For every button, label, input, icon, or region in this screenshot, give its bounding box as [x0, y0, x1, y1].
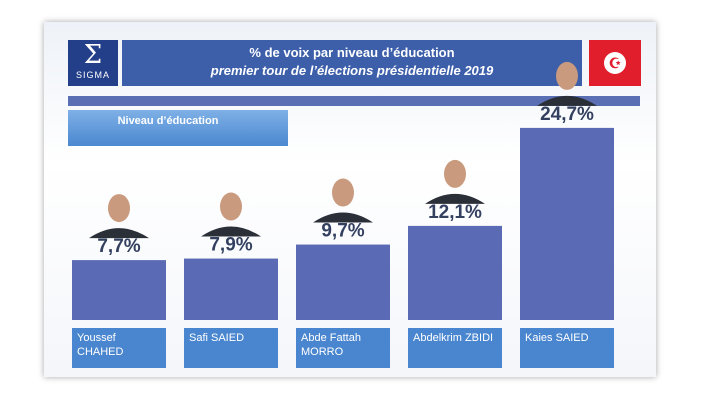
value-label-3: 12,1% — [428, 202, 482, 223]
category-label-2: Abde Fattah MORRO — [296, 328, 390, 368]
bar-4 — [520, 127, 614, 320]
chart-title: % de voix par niveau d’éducation — [249, 45, 455, 60]
logo-text: SIGMA — [75, 70, 110, 80]
portrait-icon-2 — [313, 178, 373, 223]
category-label-4: Kaies SAIED — [520, 328, 614, 368]
value-label-2: 9,7% — [321, 221, 364, 242]
title-bar: % de voix par niveau d’éducation premier… — [122, 40, 582, 86]
bar-0 — [72, 260, 166, 320]
sigma-icon: Σ — [83, 40, 103, 70]
bar-1 — [184, 258, 278, 320]
portrait-icon-4 — [537, 61, 597, 106]
bar-2 — [296, 244, 390, 320]
bar-chart: 7,7% 7,9% 9,7% 12,1% 24,7% — [72, 61, 614, 320]
header-rule — [68, 96, 640, 106]
tunisia-flag-icon: ☪ — [589, 40, 641, 86]
portrait-icon-0 — [89, 194, 149, 239]
slide: Σ SIGMA % de voix par niveau d’éducation… — [44, 22, 656, 377]
bar-3 — [408, 225, 502, 320]
value-label-4: 24,7% — [540, 104, 594, 125]
section-label: Niveau d’éducation — [68, 110, 288, 146]
category-label-0: Youssef CHAHED — [72, 328, 166, 368]
sigma-logo: Σ SIGMA — [68, 40, 118, 86]
category-label-1: Safi SAIED — [184, 328, 278, 368]
category-label-3: Abdelkrim ZBIDI — [408, 328, 502, 368]
portrait-icon-3 — [425, 159, 485, 204]
value-label-1: 7,9% — [209, 235, 252, 256]
chart-subtitle: premier tour de l’élections présidentiel… — [210, 63, 494, 78]
crescent-star-icon: ☪ — [604, 52, 626, 74]
portrait-icon-1 — [201, 192, 261, 237]
value-label-0: 7,7% — [97, 236, 140, 257]
